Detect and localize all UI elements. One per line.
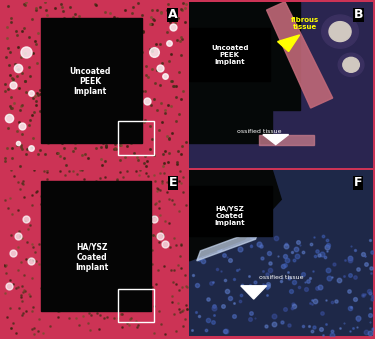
- Bar: [189, 186, 272, 236]
- Polygon shape: [259, 135, 314, 144]
- Text: HA/YSZ
Coated
Implant: HA/YSZ Coated Implant: [75, 243, 109, 273]
- Polygon shape: [267, 2, 333, 108]
- Text: A: A: [168, 8, 178, 21]
- Polygon shape: [197, 229, 259, 261]
- Text: F: F: [354, 176, 363, 189]
- Polygon shape: [278, 35, 300, 52]
- Polygon shape: [263, 135, 289, 144]
- Text: ossified tissue: ossified tissue: [259, 275, 303, 280]
- Polygon shape: [241, 286, 267, 299]
- Text: fibrous
tissue: fibrous tissue: [291, 17, 319, 30]
- Text: E: E: [168, 176, 177, 189]
- Polygon shape: [189, 2, 300, 143]
- Text: ossified tissue: ossified tissue: [237, 129, 282, 134]
- Circle shape: [343, 57, 359, 72]
- Text: HA/YSZ
Coated
Implant: HA/YSZ Coated Implant: [214, 206, 245, 226]
- Bar: [118, 121, 154, 155]
- Text: Uncoated
PEEK
Implant: Uncoated PEEK Implant: [211, 45, 249, 65]
- Bar: [189, 28, 270, 81]
- Bar: [40, 181, 151, 311]
- Text: B: B: [354, 8, 363, 21]
- Circle shape: [329, 22, 351, 42]
- Bar: [118, 289, 154, 322]
- Circle shape: [338, 53, 364, 77]
- Text: Uncoated
PEEK
Implant: Uncoated PEEK Implant: [69, 66, 111, 96]
- Circle shape: [322, 15, 358, 48]
- Bar: [40, 18, 142, 143]
- Polygon shape: [189, 170, 281, 261]
